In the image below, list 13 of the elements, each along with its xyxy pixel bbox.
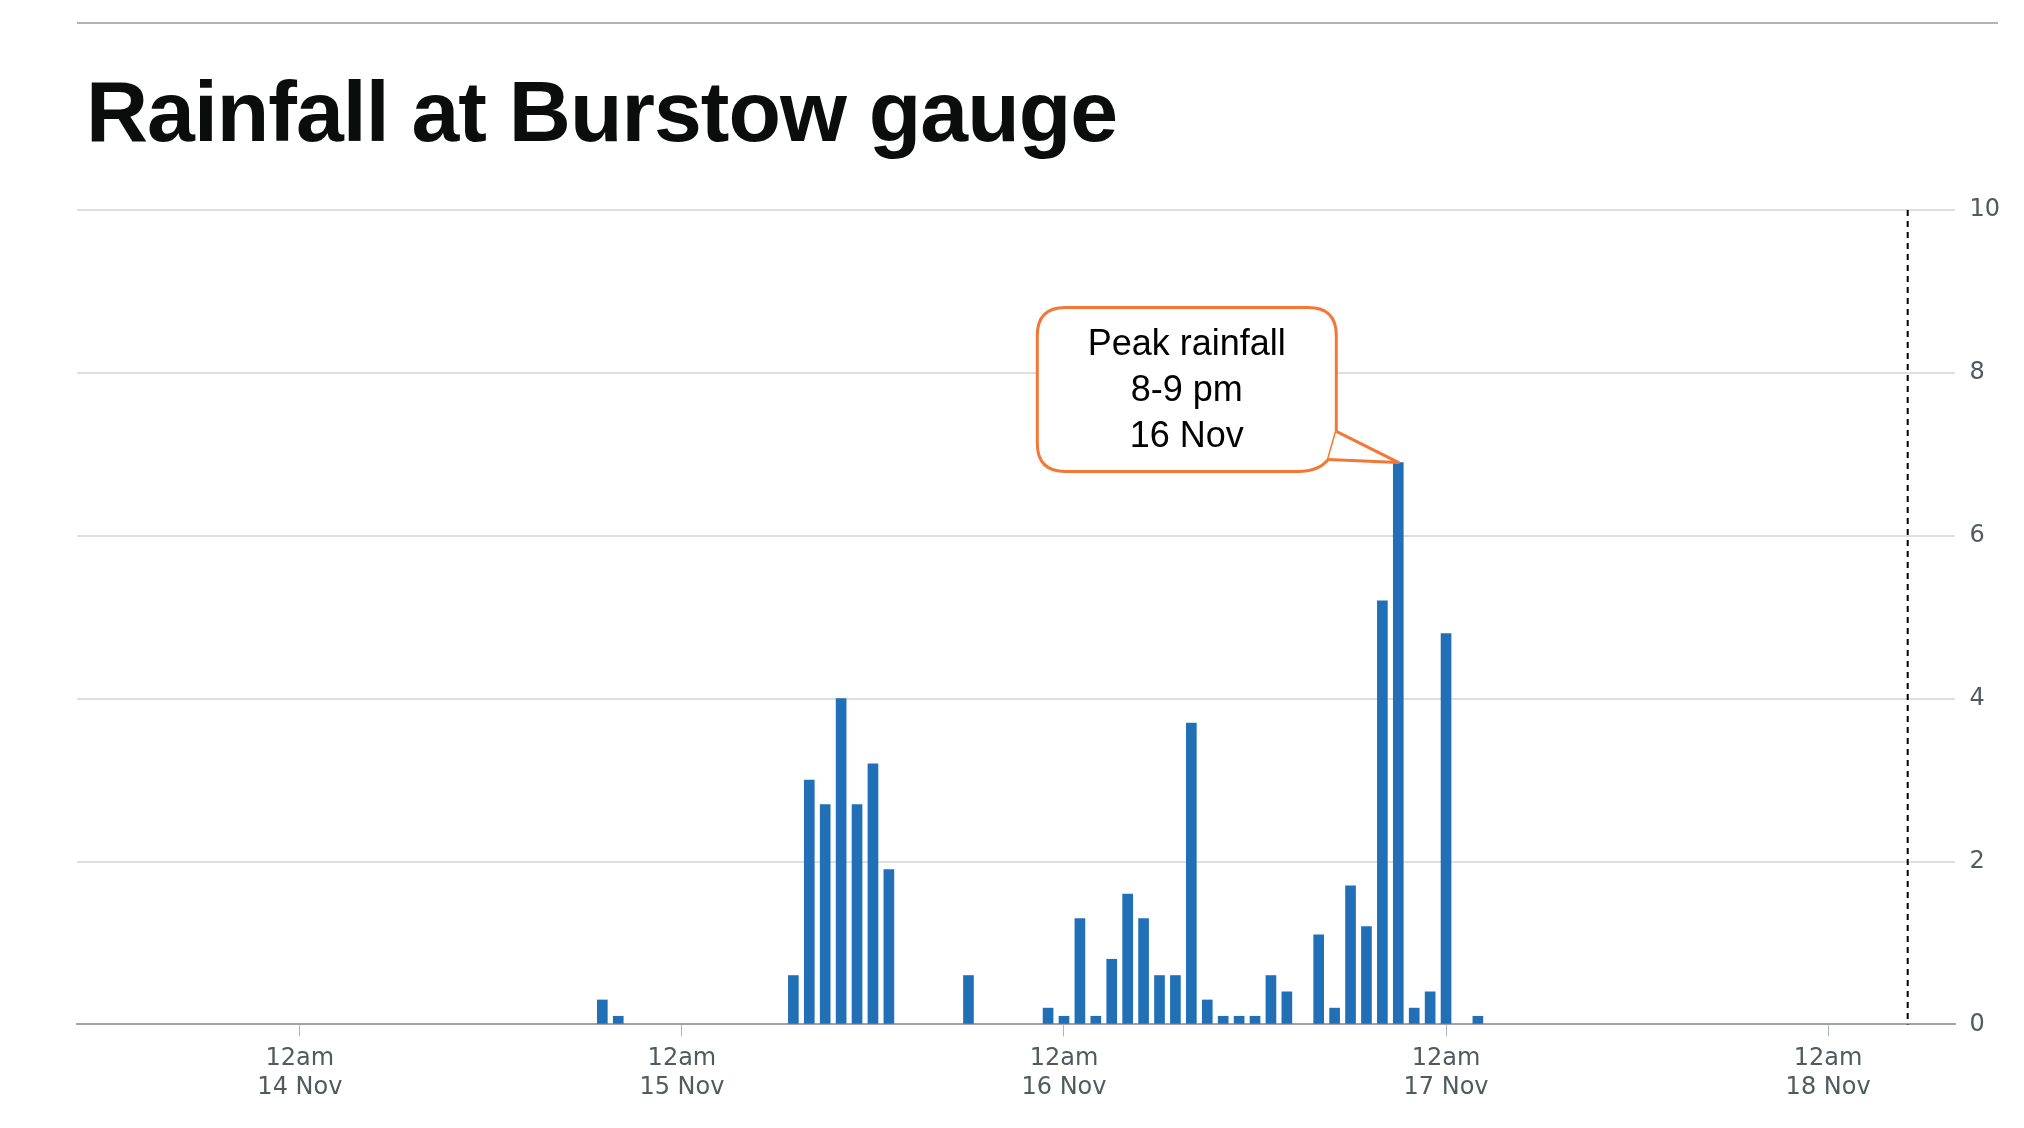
y-tick-label: 2 [1969,845,1985,874]
x-tick-label: 12am 18 Nov [1785,1043,1871,1100]
x-tick-label: 12am 17 Nov [1403,1043,1489,1100]
y-tick-label: 0 [1969,1008,1985,1037]
y-tick-label: 10 [1969,194,2001,223]
x-tick-label: 12am 16 Nov [1021,1043,1107,1100]
x-tick-label: 12am 15 Nov [639,1043,725,1100]
y-tick-label: 8 [1969,357,1985,386]
y-tick-label: 4 [1969,682,1985,711]
x-tick-label: 12am 14 Nov [257,1043,343,1100]
annotation: Peak rainfall 8-9 pm 16 Nov [1087,322,1286,456]
chart-title: Rainfall at Burstow gauge [86,62,1118,161]
y-tick-label: 6 [1969,519,1985,548]
